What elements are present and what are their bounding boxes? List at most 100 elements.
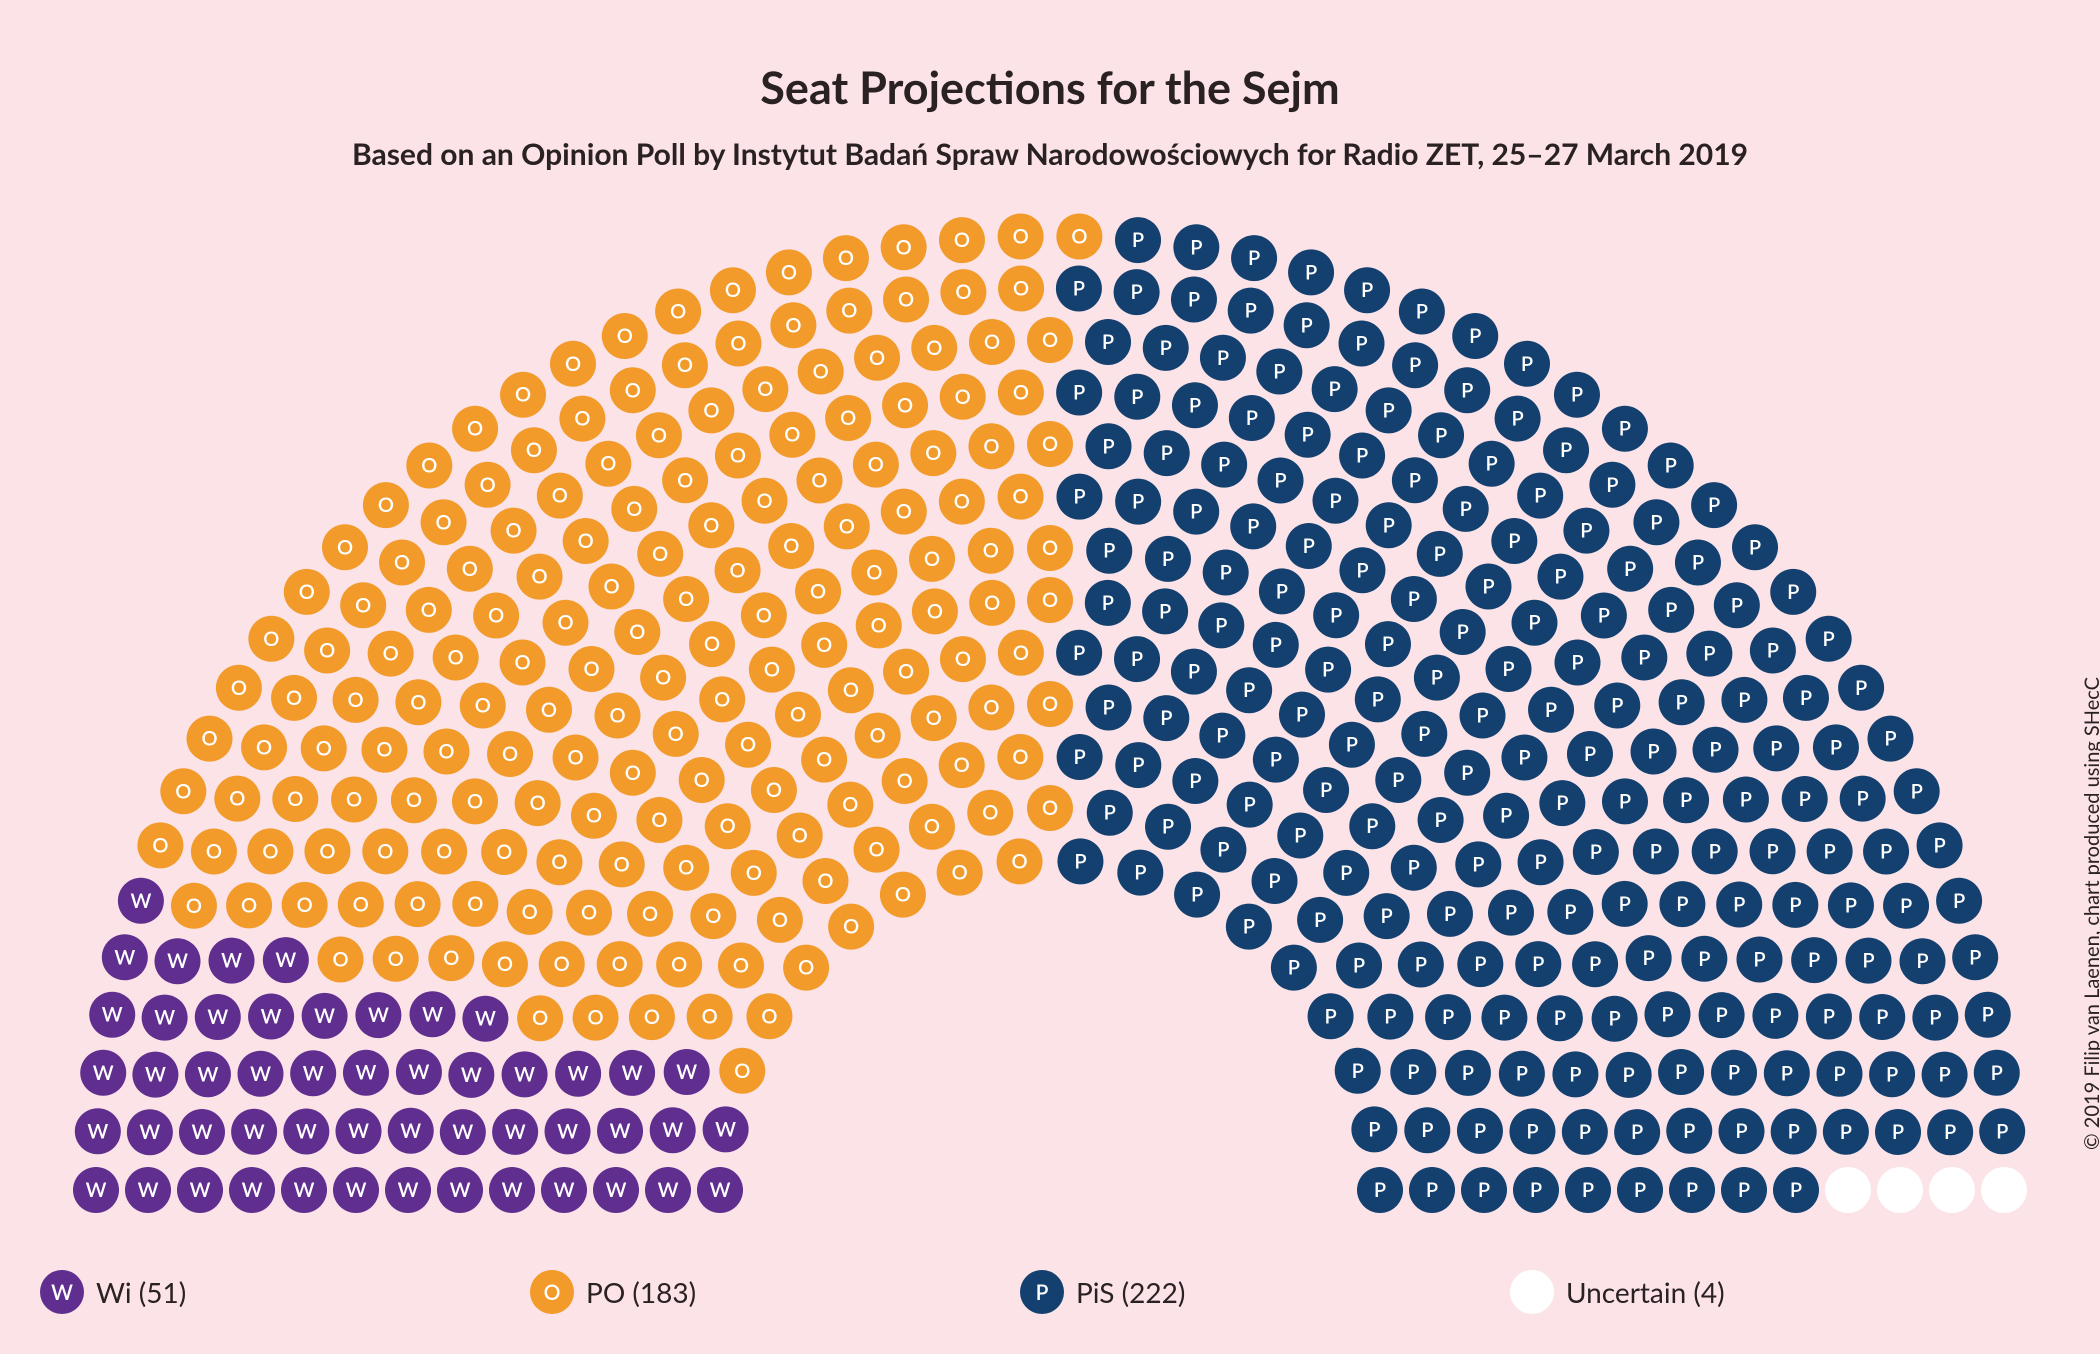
legend-item-pis: PPiS (222) — [1020, 1270, 1185, 1314]
seat: P — [1721, 677, 1767, 723]
seat: P — [1279, 692, 1325, 738]
seat: P — [1806, 993, 1852, 1039]
seat-letter: W — [398, 1178, 419, 1202]
seat-letter: O — [816, 748, 832, 772]
seat: O — [749, 647, 795, 693]
seat-letter: P — [1569, 1062, 1581, 1086]
seat-letter: P — [1188, 660, 1200, 684]
legend-item-po: OPO (183) — [530, 1270, 696, 1314]
seat-letter: O — [925, 441, 941, 465]
seat: W — [440, 1109, 486, 1155]
seat-letter: O — [1071, 224, 1087, 248]
seat: O — [589, 563, 635, 609]
seat-letter: O — [436, 840, 452, 864]
seat-letter: P — [1324, 1004, 1336, 1028]
seat: P — [1399, 288, 1445, 334]
seat-letter: P — [1305, 260, 1317, 284]
seat: P — [1418, 797, 1464, 843]
seat: W — [545, 1108, 591, 1154]
seat: P — [1675, 539, 1721, 585]
seat: P — [1806, 616, 1852, 662]
seat-letter: P — [1876, 1005, 1888, 1029]
seat: O — [796, 458, 842, 504]
seat: W — [462, 996, 508, 1042]
seat: O — [585, 441, 631, 487]
seat-letter: P — [1789, 893, 1801, 917]
seat-letter: O — [201, 727, 217, 751]
seat-letter: P — [1188, 288, 1200, 312]
seat: O — [1027, 317, 1073, 363]
seat-letter: W — [154, 1006, 175, 1030]
seat: O — [500, 640, 546, 686]
seat-letter: O — [614, 852, 630, 876]
seat: O — [573, 995, 619, 1041]
seat-letter: P — [1416, 299, 1428, 323]
seat: O — [629, 994, 675, 1040]
seat-letter: P — [1619, 789, 1631, 813]
seat: O — [379, 539, 425, 585]
seat: P — [1483, 793, 1529, 839]
seat-letter: P — [1469, 324, 1481, 348]
seat: P — [1357, 1167, 1403, 1213]
seat: W — [283, 1108, 329, 1154]
seat: O — [248, 616, 294, 662]
seat-letter: P — [1442, 1005, 1454, 1029]
seat: O — [883, 277, 929, 323]
seat-letter: P — [1845, 893, 1857, 917]
seat-letter: P — [1472, 852, 1484, 876]
seat-letter: O — [462, 557, 478, 581]
seat-letter: O — [730, 558, 746, 582]
seat-letter: O — [1042, 432, 1058, 456]
seat-letter: P — [1073, 641, 1085, 665]
seat: W — [541, 1167, 587, 1213]
seat-letter: P — [1579, 1120, 1591, 1144]
seat: O — [741, 592, 787, 638]
seat-letter: P — [1245, 299, 1257, 323]
seat: O — [909, 536, 955, 582]
seat-letter: P — [1217, 838, 1229, 862]
seat-letter: O — [927, 599, 943, 623]
seat: O — [801, 622, 847, 668]
seat-letter: P — [1103, 539, 1115, 563]
seat: O — [318, 936, 364, 982]
seat-letter: P — [1102, 434, 1114, 458]
seat-letter: P — [1461, 378, 1473, 402]
seat: O — [828, 667, 874, 713]
seat-letter: O — [1042, 692, 1058, 716]
seat-letter: O — [241, 893, 257, 917]
seat: P — [1114, 269, 1160, 315]
seat: O — [769, 412, 815, 458]
seat: P — [1277, 812, 1323, 858]
seat-letter: P — [1787, 580, 1799, 604]
seat-dot-uncertain — [1981, 1167, 2027, 1213]
seat-letter: P — [1598, 604, 1610, 628]
seat-letter: P — [1589, 952, 1601, 976]
seat-letter: P — [1134, 861, 1146, 885]
seat: P — [1663, 777, 1709, 823]
seat: O — [491, 508, 537, 554]
seat: O — [998, 474, 1044, 520]
seat: P — [1349, 803, 1395, 849]
seat-letter: P — [1478, 1178, 1490, 1202]
seat-letter: P — [1708, 493, 1720, 517]
seat-letter: O — [377, 839, 393, 863]
seat: P — [1056, 474, 1102, 520]
seat: O — [363, 482, 409, 528]
seat-letter: P — [1683, 1119, 1695, 1143]
seat-letter: O — [497, 952, 513, 976]
seat: P — [1633, 829, 1679, 875]
seat: O — [655, 288, 701, 334]
seat-letter: P — [1938, 1063, 1950, 1087]
seat: P — [1455, 841, 1501, 887]
seat: P — [1172, 382, 1218, 428]
seat-letter: O — [394, 550, 410, 574]
seat: O — [997, 734, 1043, 780]
seat-letter: P — [1268, 869, 1280, 893]
seat-letter: O — [714, 687, 730, 711]
seat: P — [1364, 893, 1410, 939]
seat: P — [1589, 462, 1635, 508]
seat: O — [881, 489, 927, 535]
seat-letter: P — [1911, 779, 1923, 803]
seat-letter: O — [670, 299, 686, 323]
seat-letter: P — [1770, 736, 1782, 760]
